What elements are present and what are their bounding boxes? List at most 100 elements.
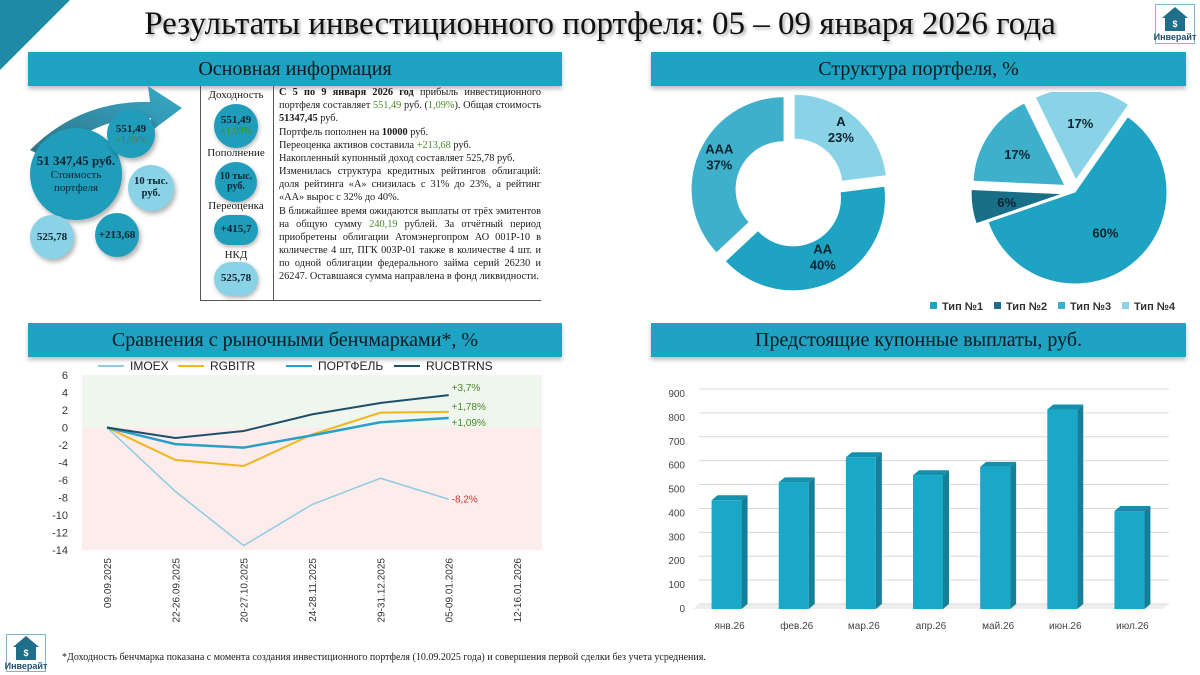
summary-profit-pct: 1,09%: [427, 100, 455, 112]
pie-slice: [972, 102, 1066, 186]
series-line: [106, 394, 449, 440]
indicator-value: 525,78: [220, 272, 252, 285]
bar-side: [741, 495, 748, 609]
indicator-nkd: 525,78: [214, 262, 258, 296]
nkd-value: 525,78: [36, 231, 68, 243]
indicator-deposit: 10 тыс. руб.: [215, 162, 257, 202]
logo-mark: $: [16, 646, 36, 660]
x-tick-label: 29-31.12.2025: [376, 558, 387, 623]
revaluation-bubble: +213,68: [95, 213, 139, 257]
summary-paragraph-2: Портфель пополнен на 10000 руб.: [279, 126, 541, 139]
x-tick-label: фев.26: [780, 620, 813, 632]
y-tick-label: 200: [668, 556, 685, 567]
type-pie-legend: Тип №1 Тип №2 Тип №3 Тип №4: [930, 301, 1176, 313]
negative-zone: [82, 427, 542, 550]
y-tick-label: 600: [668, 461, 685, 472]
indicator-yield: 551,49 +1,09%: [214, 104, 258, 148]
logo-house-icon: [13, 635, 39, 647]
pie-label: 17%: [1004, 147, 1030, 162]
summary-period: С 5 по 9 января 2026 год: [279, 87, 414, 98]
summary-text: С 5 по 9 января 2026 год прибыль инвести…: [279, 86, 541, 284]
pie-label: 6%: [997, 195, 1016, 210]
section-structure: Структура портфеля, %: [651, 52, 1186, 86]
x-tick-label: 12-16.01.2026: [513, 558, 524, 623]
summary-text-fragment: руб.: [450, 139, 472, 151]
bar-side: [808, 477, 815, 609]
x-tick-label: апр.26: [916, 621, 947, 632]
y-tick-label: 0: [62, 423, 68, 435]
y-tick-label: -8: [58, 493, 68, 505]
summary-paragraph-4: Накопленный купонный доход составляет 52…: [279, 152, 515, 164]
logo-top: $ Инверайт: [1153, 4, 1197, 44]
section-benchmarks: Сравнения с рыночными бенчмарками*, %: [28, 323, 562, 357]
donut-label: А: [836, 114, 846, 129]
y-tick-label: 400: [668, 508, 685, 519]
benchmark-line-chart: 6 4 2 0 -2 -4 -6 -8 -10 -12 -14 09.09.2025 22-26.09.…: [52, 359, 542, 623]
logo-text: Инверайт: [1153, 31, 1197, 42]
profit-value: 551,49: [115, 122, 147, 135]
positive-zone: [82, 375, 542, 428]
section-main-info: Основная информация: [28, 52, 562, 86]
indicator-revaluation: +415,7: [214, 215, 258, 245]
y-tick-label: 300: [668, 532, 685, 543]
pie-label: 17%: [1067, 116, 1093, 131]
logo-house-icon: [1162, 6, 1188, 18]
series-end-label: +3,7%: [452, 383, 481, 394]
summary-text-fragment: прибыль инвестиционного портфеля составл…: [279, 87, 542, 112]
indicator-label: Пополнение: [207, 147, 265, 159]
bar-side: [943, 470, 949, 609]
bar-top: [980, 461, 1017, 467]
summary-text-fragment: В ближайшее время ожидаются выплаты от т…: [279, 205, 541, 230]
series-line: [106, 410, 449, 468]
donut-slice: [725, 186, 885, 291]
summary-paragraph-1: С 5 по 9 января 2026 год прибыль инвести…: [279, 86, 541, 126]
y-tick-label: 500: [668, 485, 685, 496]
bar-top: [711, 495, 748, 501]
indicator-divider-left: [200, 86, 201, 300]
x-tick-label: 20-27.10.2025: [240, 558, 251, 623]
donut-label: ААА: [705, 141, 734, 156]
profit-percent: +1,09%: [115, 134, 147, 146]
x-tick-label: 24-28.11.2025: [308, 558, 319, 622]
summary-paragraph-3: Переоценка активов составила +213,68 руб…: [279, 139, 541, 152]
footnote: *Доходность бенчмарка показана с момента…: [62, 652, 706, 663]
indicator-label: Доходность: [208, 89, 264, 101]
bar: [913, 475, 943, 609]
section-coupons: Предстоящие купонные выплаты, руб.: [651, 323, 1186, 357]
legend-entry: IMOEX: [130, 359, 169, 373]
summary-deposit: 10000: [381, 126, 408, 138]
indicator-value: 551,49: [220, 113, 252, 126]
summary-profit: 551,49: [373, 100, 402, 112]
donut-label: АА: [813, 242, 832, 257]
nkd-bubble: 525,78: [30, 215, 74, 259]
x-tick-label: мар.26: [848, 621, 880, 632]
y-tick-label: -6: [58, 475, 68, 487]
type-pie-chart: 60% 6% 17% 17%: [970, 92, 1168, 285]
summary-text-fragment: руб.: [407, 126, 429, 138]
legend-swatch: [930, 302, 937, 309]
y-tick-label: 0: [679, 604, 685, 615]
y-tick-label: 2: [62, 405, 68, 417]
bar: [845, 457, 876, 609]
summary-payments: 240,19: [369, 218, 398, 230]
y-tick-label: -14: [52, 545, 68, 557]
profit-bubble: 551,49 +1,09%: [107, 110, 155, 158]
indicator-label: Переоценка: [208, 200, 264, 212]
series-line: [106, 416, 449, 449]
legend-entry: RUCBTRNS: [426, 359, 493, 373]
pie-slice: [970, 189, 1064, 225]
logo-mark: $: [1165, 17, 1185, 31]
logo-text: Инверайт: [4, 660, 48, 671]
indicator-divider-bottom: [200, 300, 541, 301]
page-title: Результаты инвестиционного портфеля: 05 …: [144, 6, 1056, 42]
y-tick-label: -12: [52, 528, 68, 540]
x-tick-label: май.26: [982, 621, 1014, 632]
revaluation-value: +213,68: [98, 229, 136, 241]
legend-swatch: [1058, 302, 1065, 309]
bar-side: [1077, 404, 1084, 609]
logo-bottom: $ Инверайт: [4, 634, 48, 672]
donut-slice: [691, 97, 784, 253]
summary-revaluation: +213,68: [416, 139, 451, 151]
x-tick-label: июл.26: [1116, 621, 1149, 632]
portfolio-value: 51 347,45 руб.: [36, 153, 116, 169]
